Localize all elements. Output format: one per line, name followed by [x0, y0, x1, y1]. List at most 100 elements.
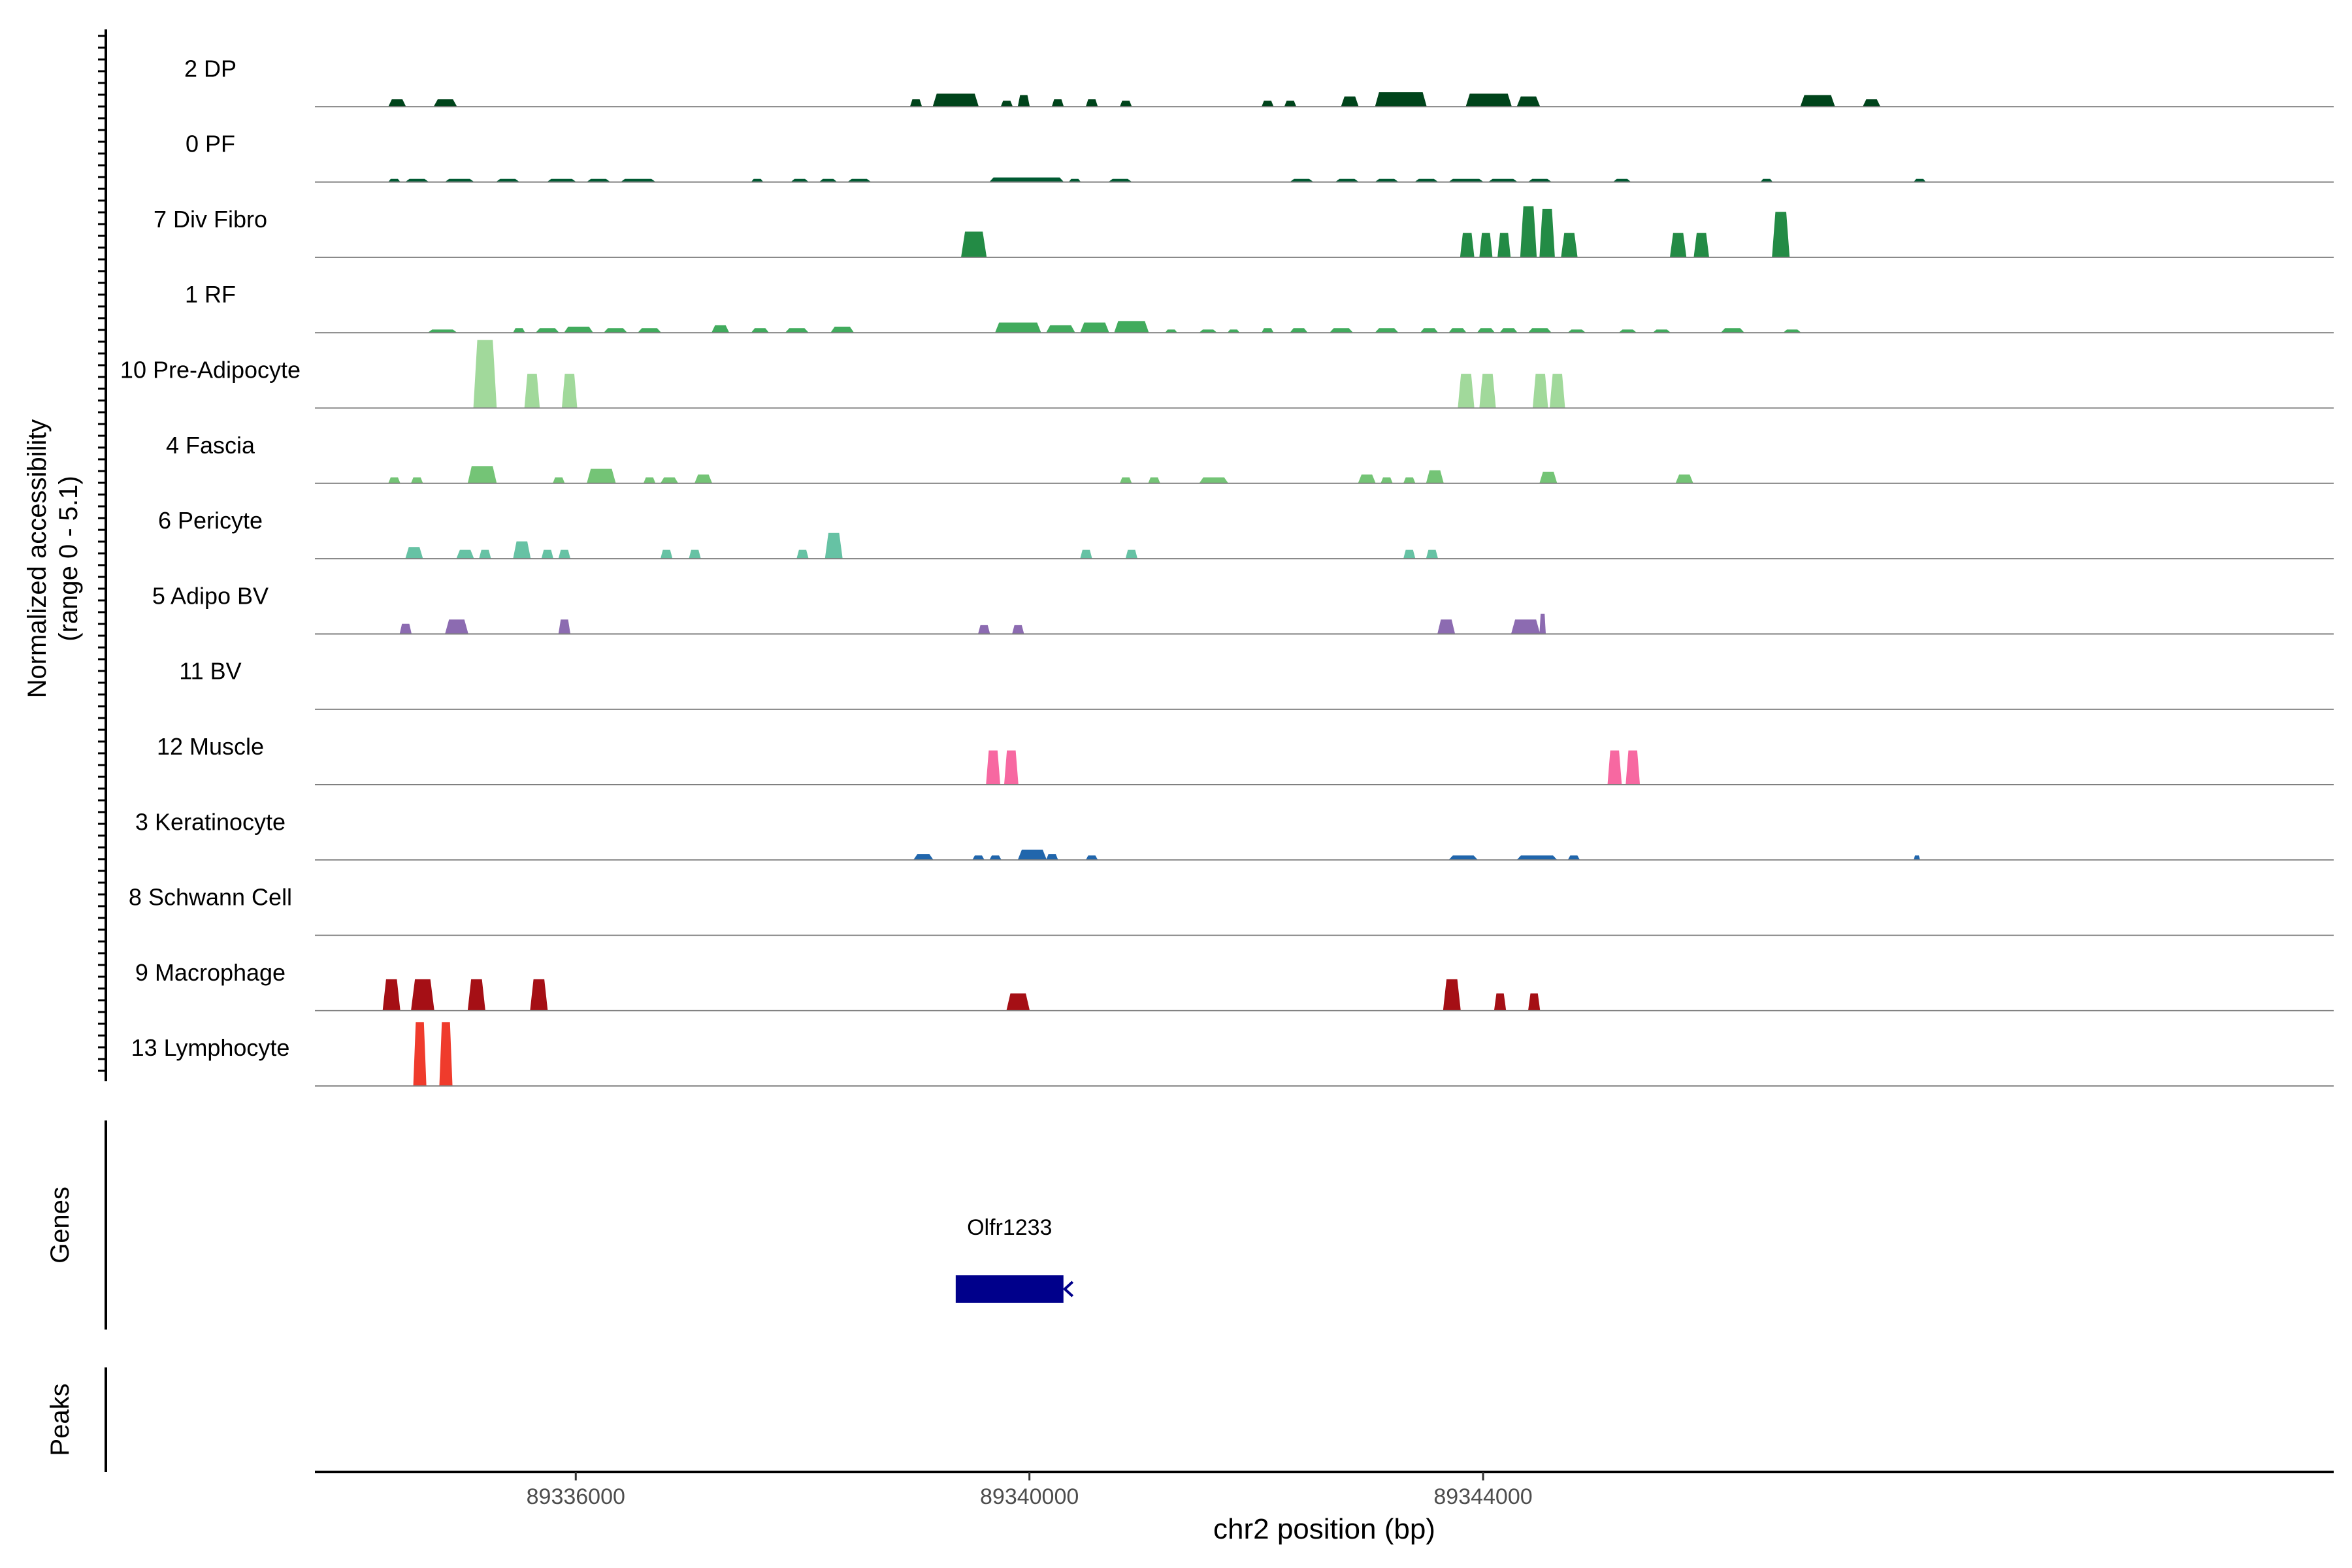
coverage-peak	[1539, 613, 1546, 634]
coverage-peak	[524, 374, 540, 408]
coverage-peak	[1426, 549, 1439, 559]
x-axis-ticks: 89336000 89340000 89344000	[527, 1472, 1533, 1509]
track-label: 9 Macrophage	[135, 959, 286, 986]
coverage-peak	[1800, 95, 1835, 107]
coverage-peak	[1011, 625, 1024, 634]
coverage-peak	[694, 474, 713, 484]
coverage-peak	[1000, 101, 1013, 107]
track-label: 10 Pre-Adipocyte	[120, 357, 301, 384]
coverage-peak	[643, 477, 656, 484]
coverage-peak	[1527, 993, 1541, 1011]
track-label: 5 Adipo BV	[152, 582, 269, 609]
gene-body	[955, 1275, 1064, 1303]
track-9: 11 BV	[179, 658, 2334, 710]
coverage-peak	[467, 466, 497, 484]
coverage-peak	[1443, 979, 1461, 1011]
coverage-peak	[1479, 374, 1496, 408]
coverage-peak	[1017, 849, 1047, 860]
y-axis-label-line2: (range 0 - 5.1)	[54, 476, 83, 641]
track-label: 1 RF	[185, 281, 236, 308]
coverage-peak	[382, 979, 400, 1011]
track-label: 13 Lymphocyte	[131, 1034, 290, 1061]
x-axis-label: chr2 position (bp)	[1213, 1513, 1435, 1545]
track-13: 9 Macrophage	[135, 959, 2334, 1011]
coverage-peak	[473, 340, 497, 408]
peaks-panel-label: Peaks	[46, 1383, 74, 1456]
coverage-peak	[1607, 750, 1622, 785]
coverage-peak	[388, 99, 406, 107]
coverage-peak	[561, 374, 578, 408]
coverage-peak	[825, 532, 843, 559]
track-label: 6 Pericyte	[158, 507, 263, 534]
coverage-peak	[913, 854, 934, 860]
track-label: 3 Keratinocyte	[135, 808, 286, 835]
coverage-peak	[479, 549, 491, 559]
coverage-peak	[1426, 470, 1444, 484]
x-tick-label: 89344000	[1433, 1484, 1532, 1509]
coverage-peak	[1261, 101, 1274, 107]
coverage-peak	[1539, 208, 1555, 258]
coverage-peak	[433, 99, 457, 107]
genes-panel-label: Genes	[46, 1186, 74, 1264]
y-axis-label: Normalized accessibility (range 0 - 5.1)	[23, 419, 83, 698]
x-tick-label: 89336000	[527, 1484, 625, 1509]
coverage-peak	[1625, 750, 1641, 785]
coverage-peak	[1080, 549, 1092, 559]
coverage-peak	[1465, 93, 1512, 107]
coverage-peak	[1494, 993, 1507, 1011]
coverage-peak	[1511, 619, 1541, 634]
track-label: 2 DP	[184, 55, 237, 82]
coverage-peak	[830, 327, 855, 333]
coverage-peak	[660, 549, 673, 559]
coverage-peak	[1051, 99, 1064, 107]
coverage-peak	[1119, 101, 1132, 107]
coverage-peak	[1006, 993, 1030, 1011]
coverage-peak	[1375, 92, 1427, 107]
track-label: 12 Muscle	[157, 733, 264, 760]
coverage-peak	[563, 327, 594, 333]
coverage-peak	[1460, 233, 1475, 258]
coverage-peak	[1458, 374, 1475, 408]
coverage-peak	[405, 547, 423, 559]
coverage-peak	[1380, 477, 1393, 484]
coverage-peak	[977, 625, 990, 634]
x-tick-label: 89340000	[980, 1484, 1079, 1509]
coverage-y-axis-ticks	[98, 35, 106, 1072]
coverage-peak	[994, 322, 1041, 333]
coverage-peak	[1520, 206, 1537, 258]
coverage-peak	[1403, 477, 1416, 484]
track-6: 4 Fascia	[166, 432, 2334, 484]
coverage-peak	[909, 99, 923, 107]
coverage-peak	[1341, 96, 1359, 107]
coverage-peak	[1119, 477, 1132, 484]
coverage-peak	[711, 325, 730, 333]
track-3: 7 Div Fibro	[154, 206, 2334, 258]
coverage-peak	[1539, 472, 1558, 484]
coverage-peak	[530, 979, 548, 1011]
coverage-peak	[1532, 374, 1548, 408]
coverage-tracks: 2 DP 0 PF 7 Div Fibro 1 RF 10 Pre-Adipocyte 4…	[120, 55, 2334, 1087]
coverage-peak	[932, 93, 979, 107]
coverage-peak	[558, 619, 571, 634]
track-12: 8 Schwann Cell	[129, 884, 2334, 936]
coverage-peak	[1772, 212, 1790, 258]
coverage-peak	[1862, 99, 1881, 107]
track-label: 0 PF	[186, 131, 235, 157]
coverage-peak	[552, 477, 565, 484]
coverage-peak	[1004, 750, 1019, 785]
coverage-peak	[1358, 474, 1376, 484]
coverage-peak	[1516, 96, 1541, 107]
track-2: 0 PF	[186, 131, 2334, 183]
track-8: 5 Adipo BV	[152, 582, 2334, 635]
coverage-peak	[1479, 233, 1493, 258]
coverage-peak	[1403, 549, 1416, 559]
gene-strand-arrow	[1062, 1281, 1074, 1298]
coverage-peak	[796, 549, 809, 559]
track-1: 2 DP	[184, 55, 2334, 108]
track-label: 4 Fascia	[166, 432, 255, 459]
coverage-peak	[1085, 99, 1098, 107]
track-label: 11 BV	[179, 658, 241, 685]
coverage-peak	[399, 623, 412, 634]
track-label: 7 Div Fibro	[154, 206, 267, 233]
